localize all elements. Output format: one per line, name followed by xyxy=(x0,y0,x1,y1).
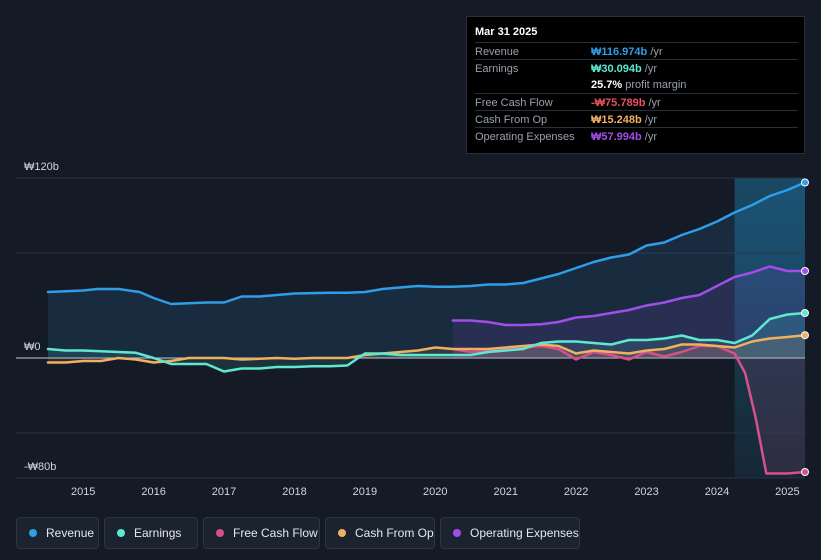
legend-label: Revenue xyxy=(46,526,95,540)
series-line-free-cash-flow xyxy=(451,344,807,475)
legend-item-free-cash-flow[interactable]: Free Cash Flow xyxy=(203,517,320,549)
x-tick-label: 2019 xyxy=(353,486,377,498)
legend-item-revenue[interactable]: Revenue xyxy=(16,517,99,549)
legend-item-cash-from-op[interactable]: Cash From Op xyxy=(325,517,435,549)
legend-dot-icon xyxy=(117,529,125,537)
y-tick-label: ₩120b xyxy=(24,161,59,173)
chart-area: ₩120b ₩0 -₩80b 2015 2016 2017 2018 2019 2020 2021… xyxy=(16,161,809,498)
tooltip-row-operating-expenses: Operating Expenses ₩57.994b /yr xyxy=(475,127,798,145)
x-tick-label: 2021 xyxy=(493,486,517,498)
tooltip-panel: Mar 31 2025 Revenue ₩116.974b /yr Earnin… xyxy=(466,16,805,154)
tooltip-date: Mar 31 2025 xyxy=(475,26,538,38)
series-end-point xyxy=(801,468,809,476)
area-operating-expenses xyxy=(452,266,805,358)
legend-label: Free Cash Flow xyxy=(233,526,318,540)
series-end-point xyxy=(801,331,809,340)
tooltip-label: Operating Expenses xyxy=(475,131,575,143)
y-tick-label: -₩80b xyxy=(24,461,56,473)
legend-label: Cash From Op xyxy=(355,526,434,540)
tooltip-value: 25.7% profit margin xyxy=(591,79,687,91)
tooltip-row-earnings: Earnings ₩30.094b /yr xyxy=(475,59,798,77)
series-line-revenue xyxy=(46,181,807,306)
tooltip-value: ₩116.974b /yr xyxy=(591,46,663,58)
x-tick-label: 2015 xyxy=(71,486,95,498)
tooltip-label: Free Cash Flow xyxy=(475,97,553,109)
tooltip-label: Revenue xyxy=(475,46,520,58)
tooltip-row-margin: 25.7% profit margin xyxy=(475,76,798,93)
tooltip-value: ₩15.248b /yr xyxy=(591,114,658,126)
x-tick-label: 2018 xyxy=(282,486,306,498)
series-line-operating-expenses xyxy=(451,265,807,327)
tooltip-value: ₩30.094b /yr xyxy=(591,63,658,75)
tooltip-row-revenue: Revenue ₩116.974b /yr xyxy=(475,42,798,60)
series-line-earnings xyxy=(46,311,807,373)
x-tick-label: 2025 xyxy=(775,486,799,498)
x-tick-label: 2017 xyxy=(212,486,236,498)
x-tick-label: 2024 xyxy=(705,486,729,498)
x-tick-label: 2022 xyxy=(564,486,588,498)
legend-label: Earnings xyxy=(134,526,182,540)
tooltip-label: Cash From Op xyxy=(475,114,548,126)
highlight-region xyxy=(734,178,805,478)
legend-label: Operating Expenses xyxy=(470,526,579,540)
x-tick-label: 2016 xyxy=(141,486,165,498)
legend-dot-icon xyxy=(338,529,346,537)
area-revenue xyxy=(48,182,805,358)
legend-dot-icon xyxy=(29,529,37,537)
tooltip-row-free-cash-flow: Free Cash Flow -₩75.789b /yr xyxy=(475,93,798,111)
series-end-point xyxy=(801,309,809,317)
y-tick-label: ₩0 xyxy=(24,341,41,353)
x-tick-label: 2020 xyxy=(423,486,447,498)
tooltip-value: -₩75.789b /yr xyxy=(591,97,661,109)
series-end-point xyxy=(801,267,809,275)
legend-item-operating-expenses[interactable]: Operating Expenses xyxy=(440,517,580,549)
tooltip-row-cash-from-op: Cash From Op ₩15.248b /yr xyxy=(475,110,798,128)
series-line-cash-from-op xyxy=(46,333,807,364)
x-tick-label: 2023 xyxy=(634,486,658,498)
legend-dot-icon xyxy=(453,529,461,537)
legend-item-earnings[interactable]: Earnings xyxy=(104,517,198,549)
series-end-point xyxy=(801,178,809,187)
legend-dot-icon xyxy=(216,529,224,537)
tooltip-label: Earnings xyxy=(475,63,519,75)
tooltip-value: ₩57.994b /yr xyxy=(591,131,658,143)
area-free-cash-flow xyxy=(452,346,805,474)
